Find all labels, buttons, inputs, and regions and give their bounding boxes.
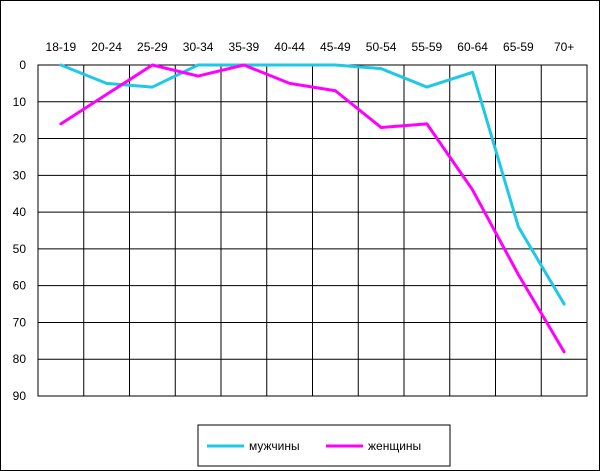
x-tick-label: 45-49 bbox=[320, 40, 351, 54]
x-axis-ticks: 18-19 20-24 25-29 30-34 35-39 40-44 45-49 50-54… bbox=[46, 40, 575, 54]
y-tick-label: 40 bbox=[13, 205, 27, 219]
x-tick-label: 25-29 bbox=[137, 40, 168, 54]
x-tick-label: 40-44 bbox=[274, 40, 305, 54]
y-tick-label: 20 bbox=[13, 132, 27, 146]
x-tick-label: 30-34 bbox=[183, 40, 214, 54]
x-tick-label: 20-24 bbox=[91, 40, 122, 54]
y-tick-label: 70 bbox=[13, 315, 27, 329]
y-tick-label: 60 bbox=[13, 279, 27, 293]
y-axis-ticks: 0 10 20 30 40 50 60 70 80 90 bbox=[13, 58, 27, 403]
x-tick-label: 60-64 bbox=[457, 40, 488, 54]
y-tick-label: 30 bbox=[13, 168, 27, 182]
series-line-women bbox=[59, 63, 566, 354]
series-line-men bbox=[59, 63, 566, 306]
series-lines bbox=[59, 63, 566, 354]
x-tick-label: 70+ bbox=[554, 40, 574, 54]
grid bbox=[38, 65, 587, 396]
x-tick-label: 65-59 bbox=[503, 40, 534, 54]
y-tick-label: 10 bbox=[13, 95, 27, 109]
legend: мужчины женщины bbox=[197, 424, 451, 467]
y-tick-label: 90 bbox=[13, 389, 27, 403]
legend-label-men: мужчины bbox=[249, 439, 300, 453]
y-tick-label: 50 bbox=[13, 242, 27, 256]
x-tick-label: 55-59 bbox=[412, 40, 443, 54]
x-tick-label: 18-19 bbox=[46, 40, 77, 54]
x-tick-label: 50-54 bbox=[366, 40, 397, 54]
x-tick-label: 35-39 bbox=[229, 40, 260, 54]
legend-label-women: женщины bbox=[368, 439, 421, 453]
y-tick-label: 0 bbox=[19, 58, 26, 72]
y-tick-label: 80 bbox=[13, 352, 27, 366]
